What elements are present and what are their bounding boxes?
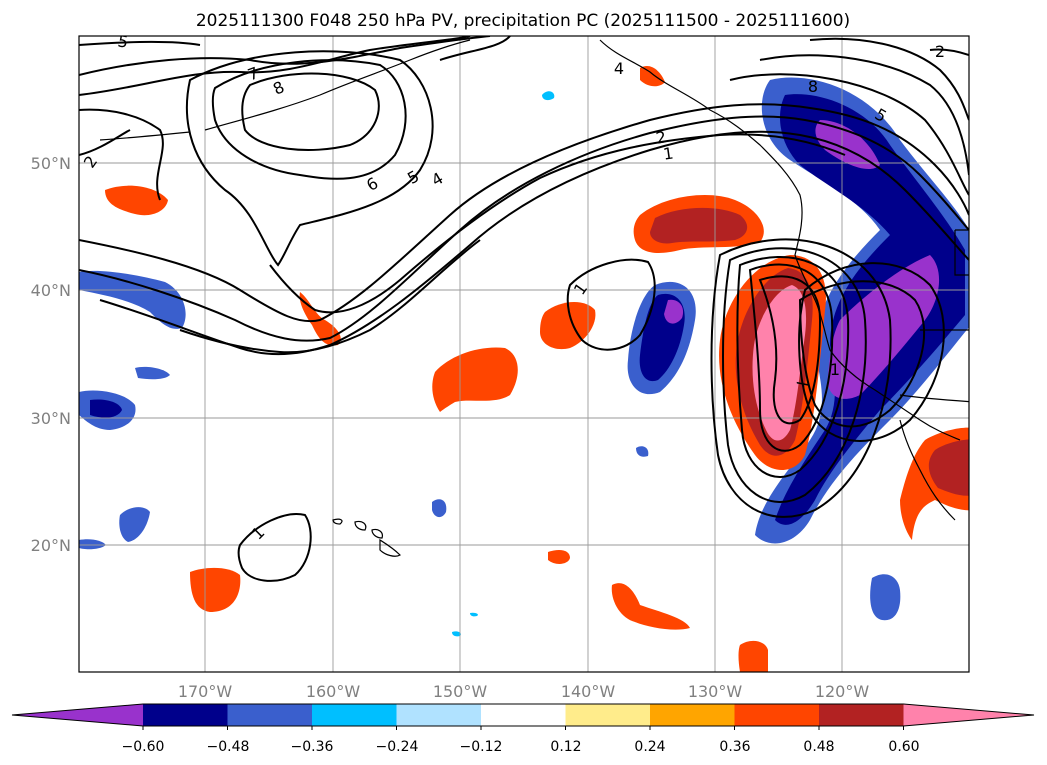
colorbar-segment: [650, 704, 735, 726]
lon-label: 140°W: [561, 682, 616, 701]
colorbar-tick-label: 0.60: [888, 739, 919, 755]
colorbar-segment: [565, 704, 651, 726]
contour-label: 4: [614, 59, 624, 78]
lat-label: 30°N: [31, 409, 71, 428]
colorbar: [11, 703, 1035, 730]
colorbar-segment: [734, 704, 820, 726]
colorbar-tick-label: 0.36: [719, 739, 750, 755]
colorbar-extend-max: [903, 704, 1034, 726]
colorbar-tick-label: 0.24: [634, 739, 665, 755]
colorbar-tick-label: −0.48: [207, 739, 250, 755]
colorbar-segment: [819, 704, 904, 726]
contour-label: 7: [792, 376, 812, 389]
contour-label: 5: [116, 31, 129, 51]
colorbar-tick-label: −0.36: [291, 739, 334, 755]
colorbar-labels: −0.60 −0.48 −0.36 −0.24 −0.12 0.12 0.24 …: [122, 739, 920, 755]
colorbar-tick-label: −0.12: [460, 739, 503, 755]
coastlines: [99, 39, 969, 557]
latitude-labels: 50°N 40°N 30°N 20°N: [31, 154, 71, 555]
colorbar-tick-label: 0.48: [803, 739, 834, 755]
lon-label: 130°W: [688, 682, 743, 701]
colorbar-segment: [227, 704, 313, 726]
lon-label: 150°W: [433, 682, 488, 701]
colorbar-segment: [312, 704, 397, 726]
lat-label: 20°N: [31, 536, 71, 555]
contour-label: 2: [935, 42, 945, 61]
colorbar-tick-label: −0.24: [376, 739, 419, 755]
colorbar-segment: [143, 704, 228, 726]
figure-title: 2025111300 F048 250 hPa PV, precipitatio…: [196, 11, 850, 31]
lon-label: 120°W: [815, 682, 870, 701]
lon-label: 170°W: [178, 682, 233, 701]
contour-label: 1: [662, 143, 675, 163]
colorbar-extend-min: [12, 704, 143, 726]
contour-label: 1: [830, 360, 840, 379]
colorbar-segment: [481, 704, 566, 726]
colorbar-segment: [396, 704, 482, 726]
lat-label: 40°N: [31, 281, 71, 300]
lat-label: 50°N: [31, 154, 71, 173]
map-border: [78, 35, 970, 673]
contour-label: 2: [654, 127, 667, 147]
pv-contours: [79, 36, 969, 582]
colorbar-tick-label: −0.60: [122, 739, 165, 755]
colorbar-tick-label: 0.12: [550, 739, 581, 755]
contour-label: 8: [808, 77, 818, 96]
longitude-labels: 170°W 160°W 150°W 140°W 130°W 120°W: [178, 682, 870, 701]
lon-label: 160°W: [306, 682, 361, 701]
precipitation-shading: [79, 65, 969, 672]
